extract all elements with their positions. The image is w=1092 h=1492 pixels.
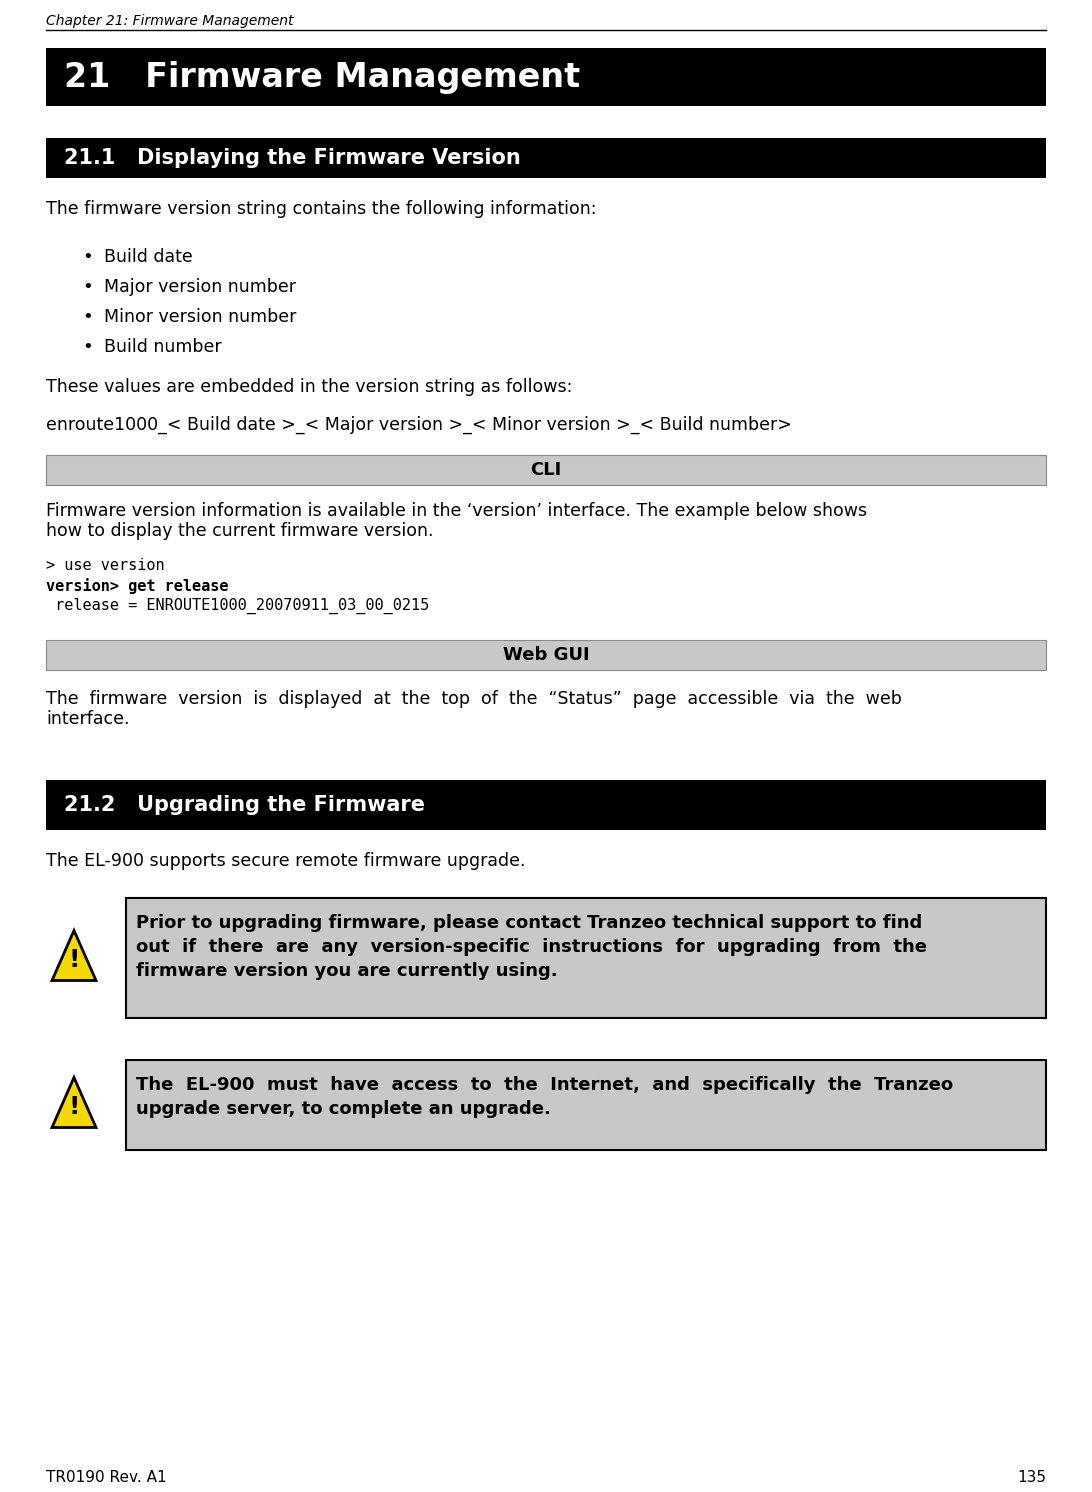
Text: 21.1   Displaying the Firmware Version: 21.1 Displaying the Firmware Version	[64, 148, 521, 169]
Polygon shape	[52, 1077, 96, 1128]
Bar	[46, 48, 1046, 106]
Text: •: •	[82, 307, 93, 325]
Text: Build date: Build date	[104, 248, 193, 266]
Bar	[46, 640, 1046, 670]
Text: release = ENROUTE1000_20070911_03_00_0215: release = ENROUTE1000_20070911_03_00_021…	[46, 598, 429, 615]
Bar	[46, 137, 1046, 178]
Text: interface.: interface.	[46, 710, 130, 728]
Bar	[46, 780, 1046, 830]
Text: These values are embedded in the version string as follows:: These values are embedded in the version…	[46, 377, 572, 395]
Text: TR0190 Rev. A1: TR0190 Rev. A1	[46, 1470, 167, 1485]
Bar	[46, 455, 1046, 485]
Text: upgrade server, to complete an upgrade.: upgrade server, to complete an upgrade.	[136, 1100, 550, 1118]
Bar	[126, 1059, 1046, 1150]
Text: 135: 135	[1017, 1470, 1046, 1485]
Text: !: !	[69, 947, 80, 971]
Polygon shape	[52, 931, 96, 980]
Text: Prior to upgrading firmware, please contact Tranzeo technical support to find: Prior to upgrading firmware, please cont…	[136, 915, 923, 932]
Text: how to display the current firmware version.: how to display the current firmware vers…	[46, 522, 434, 540]
Text: Build number: Build number	[104, 339, 222, 357]
Text: The  EL-900  must  have  access  to  the  Internet,  and  specifically  the  Tra: The EL-900 must have access to the Inter…	[136, 1076, 953, 1094]
Text: CLI: CLI	[531, 461, 561, 479]
Text: > use version: > use version	[46, 558, 165, 573]
Text: !: !	[69, 1095, 80, 1119]
Bar	[126, 898, 1046, 1018]
Text: •: •	[82, 339, 93, 357]
Text: The  firmware  version  is  displayed  at  the  top  of  the  “Status”  page  ac: The firmware version is displayed at the…	[46, 689, 902, 709]
Text: Major version number: Major version number	[104, 278, 296, 295]
Text: Web GUI: Web GUI	[502, 646, 590, 664]
Text: Firmware version information is available in the ‘version’ interface. The exampl: Firmware version information is availabl…	[46, 501, 867, 521]
Text: •: •	[82, 248, 93, 266]
Text: 21   Firmware Management: 21 Firmware Management	[64, 61, 580, 94]
Text: version> get release: version> get release	[46, 577, 228, 594]
Text: enroute1000_< Build date >_< Major version >_< Minor version >_< Build number>: enroute1000_< Build date >_< Major versi…	[46, 416, 792, 434]
Text: 21.2   Upgrading the Firmware: 21.2 Upgrading the Firmware	[64, 795, 425, 815]
Text: out  if  there  are  any  version-specific  instructions  for  upgrading  from  : out if there are any version-specific in…	[136, 938, 927, 956]
Text: Minor version number: Minor version number	[104, 307, 296, 325]
Text: Chapter 21: Firmware Management: Chapter 21: Firmware Management	[46, 13, 294, 28]
Text: •: •	[82, 278, 93, 295]
Text: firmware version you are currently using.: firmware version you are currently using…	[136, 962, 558, 980]
Text: The EL-900 supports secure remote firmware upgrade.: The EL-900 supports secure remote firmwa…	[46, 852, 525, 870]
Text: The firmware version string contains the following information:: The firmware version string contains the…	[46, 200, 596, 218]
